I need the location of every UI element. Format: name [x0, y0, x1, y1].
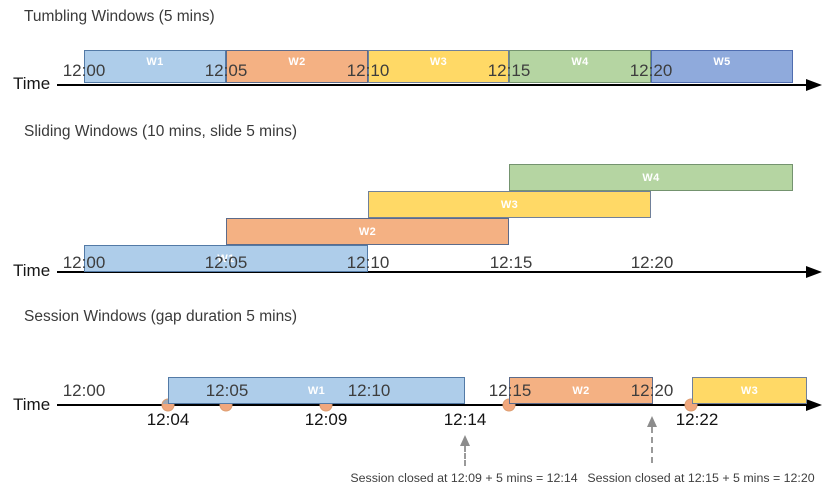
sliding-window-w4: W4 [509, 164, 793, 191]
window-label: W5 [713, 56, 731, 68]
window-label: W1 [146, 56, 164, 68]
session-tick-label: 12:00 [62, 381, 106, 400]
session-time-axis-label: Time [13, 395, 51, 414]
tumbling-tick-label: 12:20 [629, 61, 673, 80]
window-label: W1 [307, 384, 326, 397]
event-time-label: 12:22 [675, 410, 719, 429]
window-label: W2 [358, 225, 377, 238]
tumbling-tick-label: 12:10 [346, 61, 390, 80]
sliding-section-title: Sliding Windows (10 mins, slide 5 mins) [24, 123, 298, 140]
tumbling-window-w2: W2 [226, 50, 368, 83]
sliding-window-w2: W2 [226, 218, 509, 245]
sliding-window-w3: W3 [368, 191, 651, 218]
sliding-tick-label: 12:05 [204, 253, 248, 272]
session-section-title: Session Windows (gap duration 5 mins) [24, 308, 298, 325]
window-label: W3 [429, 56, 448, 68]
session-tick-label: 12:05 [205, 381, 249, 400]
sliding-tick-label: 12:15 [489, 253, 533, 272]
session-closed-note: Session closed at 12:15 + 5 mins = 12:20 [587, 471, 815, 485]
tumbling-axis-arrowhead-icon [806, 79, 822, 91]
event-time-label: 12:14 [443, 410, 487, 429]
tumbling-section-title: Tumbling Windows (5 mins) [24, 8, 215, 25]
sliding-axis-arrowhead-icon [806, 266, 822, 278]
window-label: W4 [571, 56, 589, 68]
window-label: W3 [740, 384, 759, 397]
window-label: W1 [217, 252, 235, 265]
session-tick-label: 12:20 [630, 381, 674, 400]
note-arrow-tail [651, 427, 653, 463]
window-label: W2 [572, 384, 590, 397]
session-tick-label: 12:15 [488, 381, 532, 400]
tumbling-window-w1: W1 [84, 50, 226, 83]
session-closed-note: Session closed at 12:09 + 5 mins = 12:14 [350, 471, 578, 485]
window-label: W2 [288, 56, 306, 68]
sliding-tick-label: 12:00 [62, 253, 106, 272]
session-tick-label: 12:10 [347, 381, 391, 400]
sliding-time-axis-label: Time [13, 261, 51, 280]
tumbling-tick-label: 12:00 [62, 61, 106, 80]
session-time-axis [57, 404, 807, 407]
tumbling-window-w4: W4 [509, 50, 651, 83]
session-window-w3: W3 [692, 377, 807, 404]
tumbling-window-w5: W5 [651, 50, 793, 83]
tumbling-window-w3: W3 [368, 50, 509, 83]
tumbling-time-axis [57, 84, 807, 87]
session-window-w2: W2 [509, 377, 653, 404]
note-arrow-tail [464, 446, 466, 466]
note-arrow-icon [460, 435, 470, 446]
session-axis-arrowhead-icon [806, 399, 822, 411]
tumbling-time-axis-label: Time [13, 74, 51, 93]
sliding-window-w1: W1 [84, 245, 368, 272]
sliding-tick-label: 12:10 [346, 253, 390, 272]
event-time-label: 12:09 [304, 410, 348, 429]
window-label: W3 [500, 198, 519, 211]
note-arrow-icon [647, 416, 657, 427]
session-window-w1: W1 [168, 377, 465, 404]
event-time-label: 12:04 [146, 410, 190, 429]
tumbling-tick-label: 12:15 [487, 61, 531, 80]
sliding-tick-label: 12:20 [630, 253, 674, 272]
sliding-time-axis [57, 271, 807, 274]
tumbling-tick-label: 12:05 [204, 61, 248, 80]
window-label: W4 [642, 171, 660, 184]
